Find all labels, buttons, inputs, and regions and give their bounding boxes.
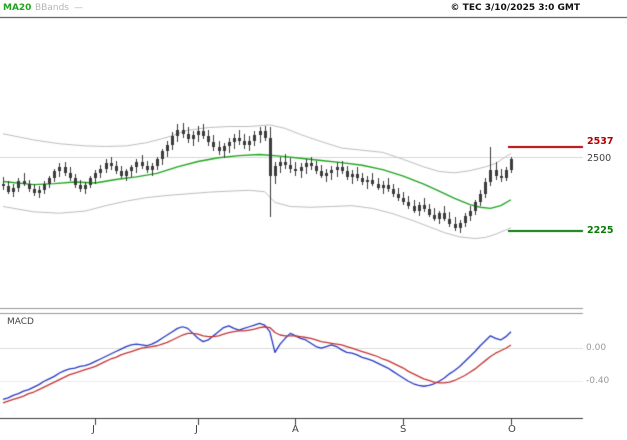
x-axis-month-label: J	[195, 424, 198, 435]
macd-axis-zero-label: 0.00	[586, 343, 607, 353]
x-axis-month-label: S	[400, 424, 407, 435]
x-axis-month-label: O	[508, 424, 516, 435]
x-axis-month-label: J	[92, 424, 95, 435]
support-price-label: 2225	[587, 225, 614, 236]
legend-bbands-label: BBands	[35, 3, 69, 13]
x-axis-month-label: A	[292, 424, 299, 435]
macd-panel-title: MACD	[7, 317, 34, 327]
gridline-price-label: 2500	[587, 153, 612, 164]
bbands-line-sample-icon: —	[74, 3, 83, 13]
resistance-price-label: 2537	[587, 136, 614, 147]
macd-axis-negative-label: -0.40	[586, 376, 610, 386]
legend-ma20-label: MA20	[3, 3, 32, 13]
copyright-timestamp: © TEC 3/10/2025 3:0 GMT	[450, 3, 580, 13]
